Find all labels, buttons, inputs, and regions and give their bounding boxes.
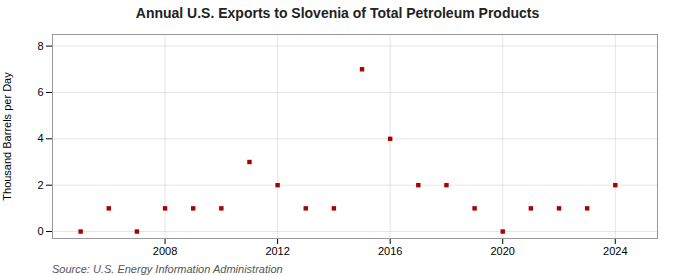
svg-text:8: 8 bbox=[37, 40, 43, 52]
svg-text:2012: 2012 bbox=[265, 245, 289, 257]
svg-text:2008: 2008 bbox=[153, 245, 177, 257]
svg-text:2020: 2020 bbox=[490, 245, 514, 257]
svg-text:4: 4 bbox=[37, 132, 43, 144]
html-text:Source: U.S. Energy Informatio: Source: U.S. Energy Information Administ… bbox=[52, 263, 283, 275]
html-text:Annual U.S. Exports to Sloveni: Annual U.S. Exports to Slovenia of Total… bbox=[135, 5, 540, 21]
svg-text:0: 0 bbox=[37, 225, 43, 237]
svg-text:2: 2 bbox=[37, 179, 43, 191]
svg-text:2024: 2024 bbox=[603, 245, 627, 257]
svg-text:6: 6 bbox=[37, 86, 43, 98]
svg-text:Thousand Barrels per Day: Thousand Barrels per Day bbox=[1, 72, 13, 201]
svg-text:2016: 2016 bbox=[378, 245, 402, 257]
